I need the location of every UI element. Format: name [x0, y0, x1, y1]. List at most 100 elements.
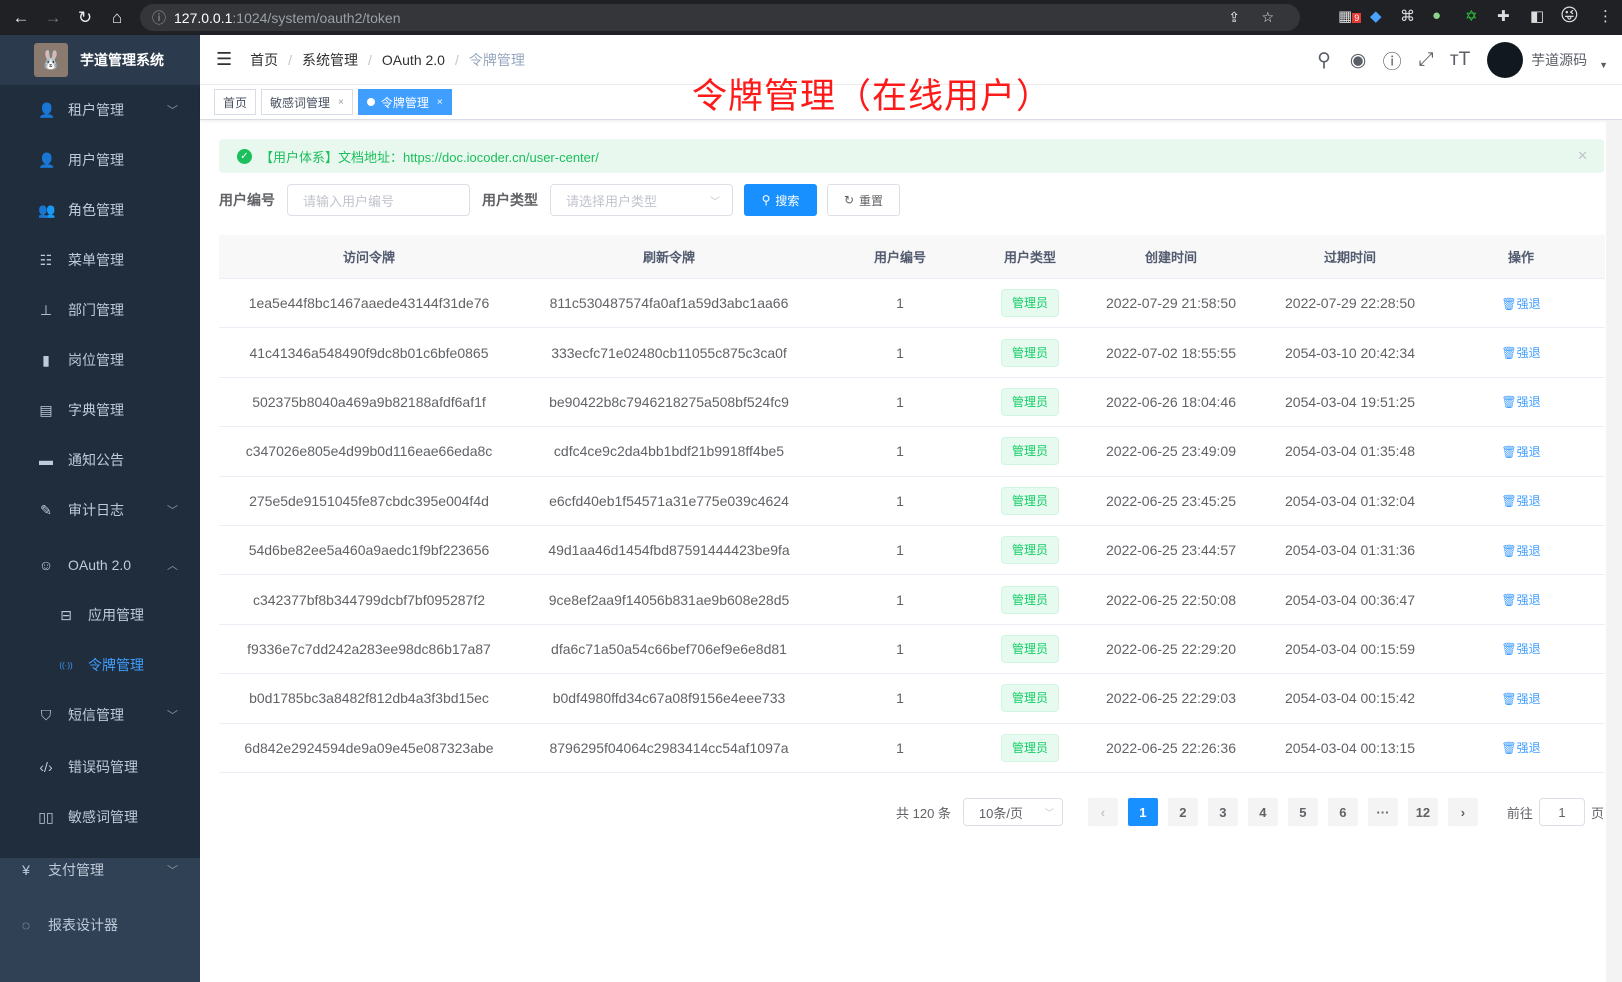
sidebar-item[interactable]: 👥 角色管理 — [0, 185, 200, 235]
table-cell: 管理员 — [981, 486, 1079, 515]
sidebar-item[interactable]: ▯▯ 敏感词管理 — [0, 792, 200, 842]
next-page-button[interactable]: › — [1447, 798, 1478, 826]
table-cell: 1 — [896, 492, 904, 509]
reset-button[interactable]: ↻ 重置 — [827, 184, 900, 216]
avatar[interactable] — [1487, 42, 1524, 78]
sidebar-item-label: 通知公告 — [68, 452, 124, 468]
sidebar-item[interactable]: 👤 租户管理 ﹀ — [0, 85, 200, 135]
circle-extension-icon[interactable]: ● — [1432, 7, 1442, 24]
sidebar-item[interactable]: 👤 用户管理 — [0, 135, 200, 185]
table-cell: 管理员 — [981, 387, 1079, 416]
command-icon[interactable]: ⌘ — [1400, 8, 1415, 25]
close-icon[interactable]: × — [338, 96, 344, 108]
sidepanel-icon[interactable]: ◧ — [1530, 8, 1545, 25]
page-button[interactable]: 1 — [1127, 798, 1158, 826]
table-cell: 🗑强退 — [1437, 492, 1605, 509]
search-button-label: 搜索 — [775, 193, 800, 208]
prev-page-button[interactable]: ‹ — [1087, 798, 1118, 826]
breadcrumb-home[interactable]: 首页 — [250, 51, 279, 68]
help-icon[interactable]: ⓘ — [1382, 51, 1402, 73]
forward-icon[interactable]: → — [44, 7, 62, 27]
chevron-up-icon: ︿ — [167, 560, 178, 572]
force-logout-button[interactable]: 🗑强退 — [1501, 395, 1540, 409]
search-icon[interactable]: ⚲ — [1317, 49, 1332, 71]
force-logout-button[interactable]: 🗑强退 — [1501, 297, 1540, 311]
tag-home[interactable]: 首页 — [214, 89, 257, 115]
home-icon[interactable]: ⌂ — [111, 7, 123, 27]
chevron-down-icon: ﹀ — [167, 710, 178, 722]
goto-suffix: 页 — [1590, 805, 1604, 821]
force-logout-button[interactable]: 🗑强退 — [1501, 642, 1540, 656]
sidebar-item[interactable]: ⛉ 短信管理 ﹀ — [0, 690, 200, 740]
fullscreen-icon[interactable]: ⤢ — [1418, 49, 1434, 70]
table-row: 54d6be82ee5a460a9aedc1f9bf223656 49d1aa46… — [219, 526, 1605, 576]
sidebar-item[interactable]: ☷ 菜单管理 — [0, 235, 200, 285]
sidebar-item[interactable]: ¥ 支付管理 ﹀ — [0, 845, 200, 895]
address-bar[interactable]: ⓘ 127.0.0.1:1024/system/oauth2/token ⇪ ☆ — [140, 4, 1300, 31]
tag-sensitive-words[interactable]: 敏感词管理 × — [261, 89, 353, 115]
sidebar-item[interactable]: ▬ 通知公告 — [0, 435, 200, 485]
github-icon[interactable]: ◉ — [1349, 49, 1367, 71]
user-id-input[interactable]: 请输入用户编号 — [287, 184, 470, 216]
page-button[interactable]: 12 — [1407, 798, 1438, 826]
alert-text[interactable]: 【用户体系】文档地址：https://doc.iocoder.cn/user-c… — [260, 149, 599, 165]
force-logout-button[interactable]: 🗑强退 — [1501, 494, 1540, 508]
table-cell: c347026e805e4d99b0d116eae66eda8c — [245, 443, 493, 460]
sidebar-logo[interactable]: 🐰 芋道管理系统 — [0, 35, 200, 85]
sidebar-item[interactable]: ‹/› 错误码管理 — [0, 742, 200, 792]
force-logout-button[interactable]: 🗑强退 — [1501, 544, 1540, 558]
sidebar-item[interactable]: ⊥ 部门管理 — [0, 285, 200, 335]
page-button[interactable]: 4 — [1247, 798, 1278, 826]
force-logout-label: 强退 — [1516, 494, 1541, 509]
submenu-system — [0, 85, 200, 858]
menu-dots-icon[interactable]: ⋮ — [1598, 8, 1613, 25]
user-type-placeholder: 请选择用户类型 — [566, 193, 658, 209]
scrollbar[interactable] — [1606, 120, 1622, 982]
gem-icon[interactable]: ◆ — [1370, 8, 1382, 25]
chevron-down-icon: ﹀ — [167, 505, 178, 517]
sidebar-item[interactable]: ☺ OAuth 2.0 ︿ — [0, 540, 200, 590]
trash-icon: 🗑 — [1501, 494, 1517, 509]
breadcrumb-system[interactable]: 系统管理 — [302, 51, 359, 68]
page-size-select[interactable]: 10条/页 ﹀ — [962, 798, 1063, 826]
profile-icon[interactable]: 😜 — [1560, 5, 1579, 25]
table-cell: 2022-06-26 18:04:46 — [1106, 393, 1236, 410]
page-button[interactable]: 3 — [1207, 798, 1238, 826]
yen-icon: ¥ — [22, 862, 30, 878]
force-logout-button[interactable]: 🗑强退 — [1501, 741, 1540, 755]
search-button[interactable]: ⚲ 搜索 — [744, 184, 817, 216]
back-icon[interactable]: ← — [12, 7, 30, 27]
force-logout-button[interactable]: 🗑强退 — [1501, 692, 1540, 706]
close-icon[interactable]: × — [436, 96, 443, 108]
share-icon[interactable]: ⇪ — [1228, 9, 1240, 25]
sidebar-item[interactable]: ((·)) 令牌管理 — [0, 640, 200, 690]
force-logout-button[interactable]: 🗑强退 — [1501, 593, 1540, 607]
user-type-select[interactable]: 请选择用户类型 ﹀ — [550, 184, 733, 216]
extension-icon[interactable]: ▦ 9 — [1338, 8, 1362, 25]
force-logout-button[interactable]: 🗑强退 — [1501, 346, 1540, 360]
star-extension-icon[interactable]: ✡ — [1465, 8, 1478, 25]
page-button[interactable]: 6 — [1327, 798, 1358, 826]
sidebar-item[interactable]: ◌ 报表设计器 — [0, 900, 200, 950]
force-logout-label: 强退 — [1516, 395, 1541, 410]
star-icon[interactable]: ☆ — [1261, 9, 1274, 25]
sidebar-item[interactable]: ⊟ 应用管理 — [0, 590, 200, 640]
reload-icon[interactable]: ↻ — [77, 7, 93, 27]
page-button[interactable]: ··· — [1367, 798, 1398, 826]
page-button[interactable]: 2 — [1167, 798, 1198, 826]
puzzle-icon[interactable]: ✚ — [1497, 8, 1510, 25]
page-button[interactable]: 5 — [1287, 798, 1318, 826]
sidebar-item[interactable]: ▮ 岗位管理 — [0, 335, 200, 385]
breadcrumb-oauth[interactable]: OAuth 2.0 — [381, 51, 445, 68]
force-logout-button[interactable]: 🗑强退 — [1501, 445, 1540, 459]
font-size-icon[interactable]: ᴛT — [1449, 49, 1471, 70]
caret-down-icon[interactable]: ▼ — [1599, 60, 1608, 70]
goto-page-input[interactable]: 1 — [1538, 798, 1585, 826]
hamburger-icon[interactable]: ☰ — [216, 49, 233, 69]
close-icon[interactable]: ✕ — [1577, 148, 1588, 163]
sidebar-item[interactable]: ▤ 字典管理 — [0, 385, 200, 435]
sidebar-item[interactable]: ✎ 审计日志 ﹀ — [0, 485, 200, 535]
user-name[interactable]: 芋道源码 — [1531, 52, 1588, 68]
table-cell: 2022-06-25 23:49:09 — [1106, 443, 1236, 460]
tag-token[interactable]: 令牌管理 × — [357, 89, 452, 115]
